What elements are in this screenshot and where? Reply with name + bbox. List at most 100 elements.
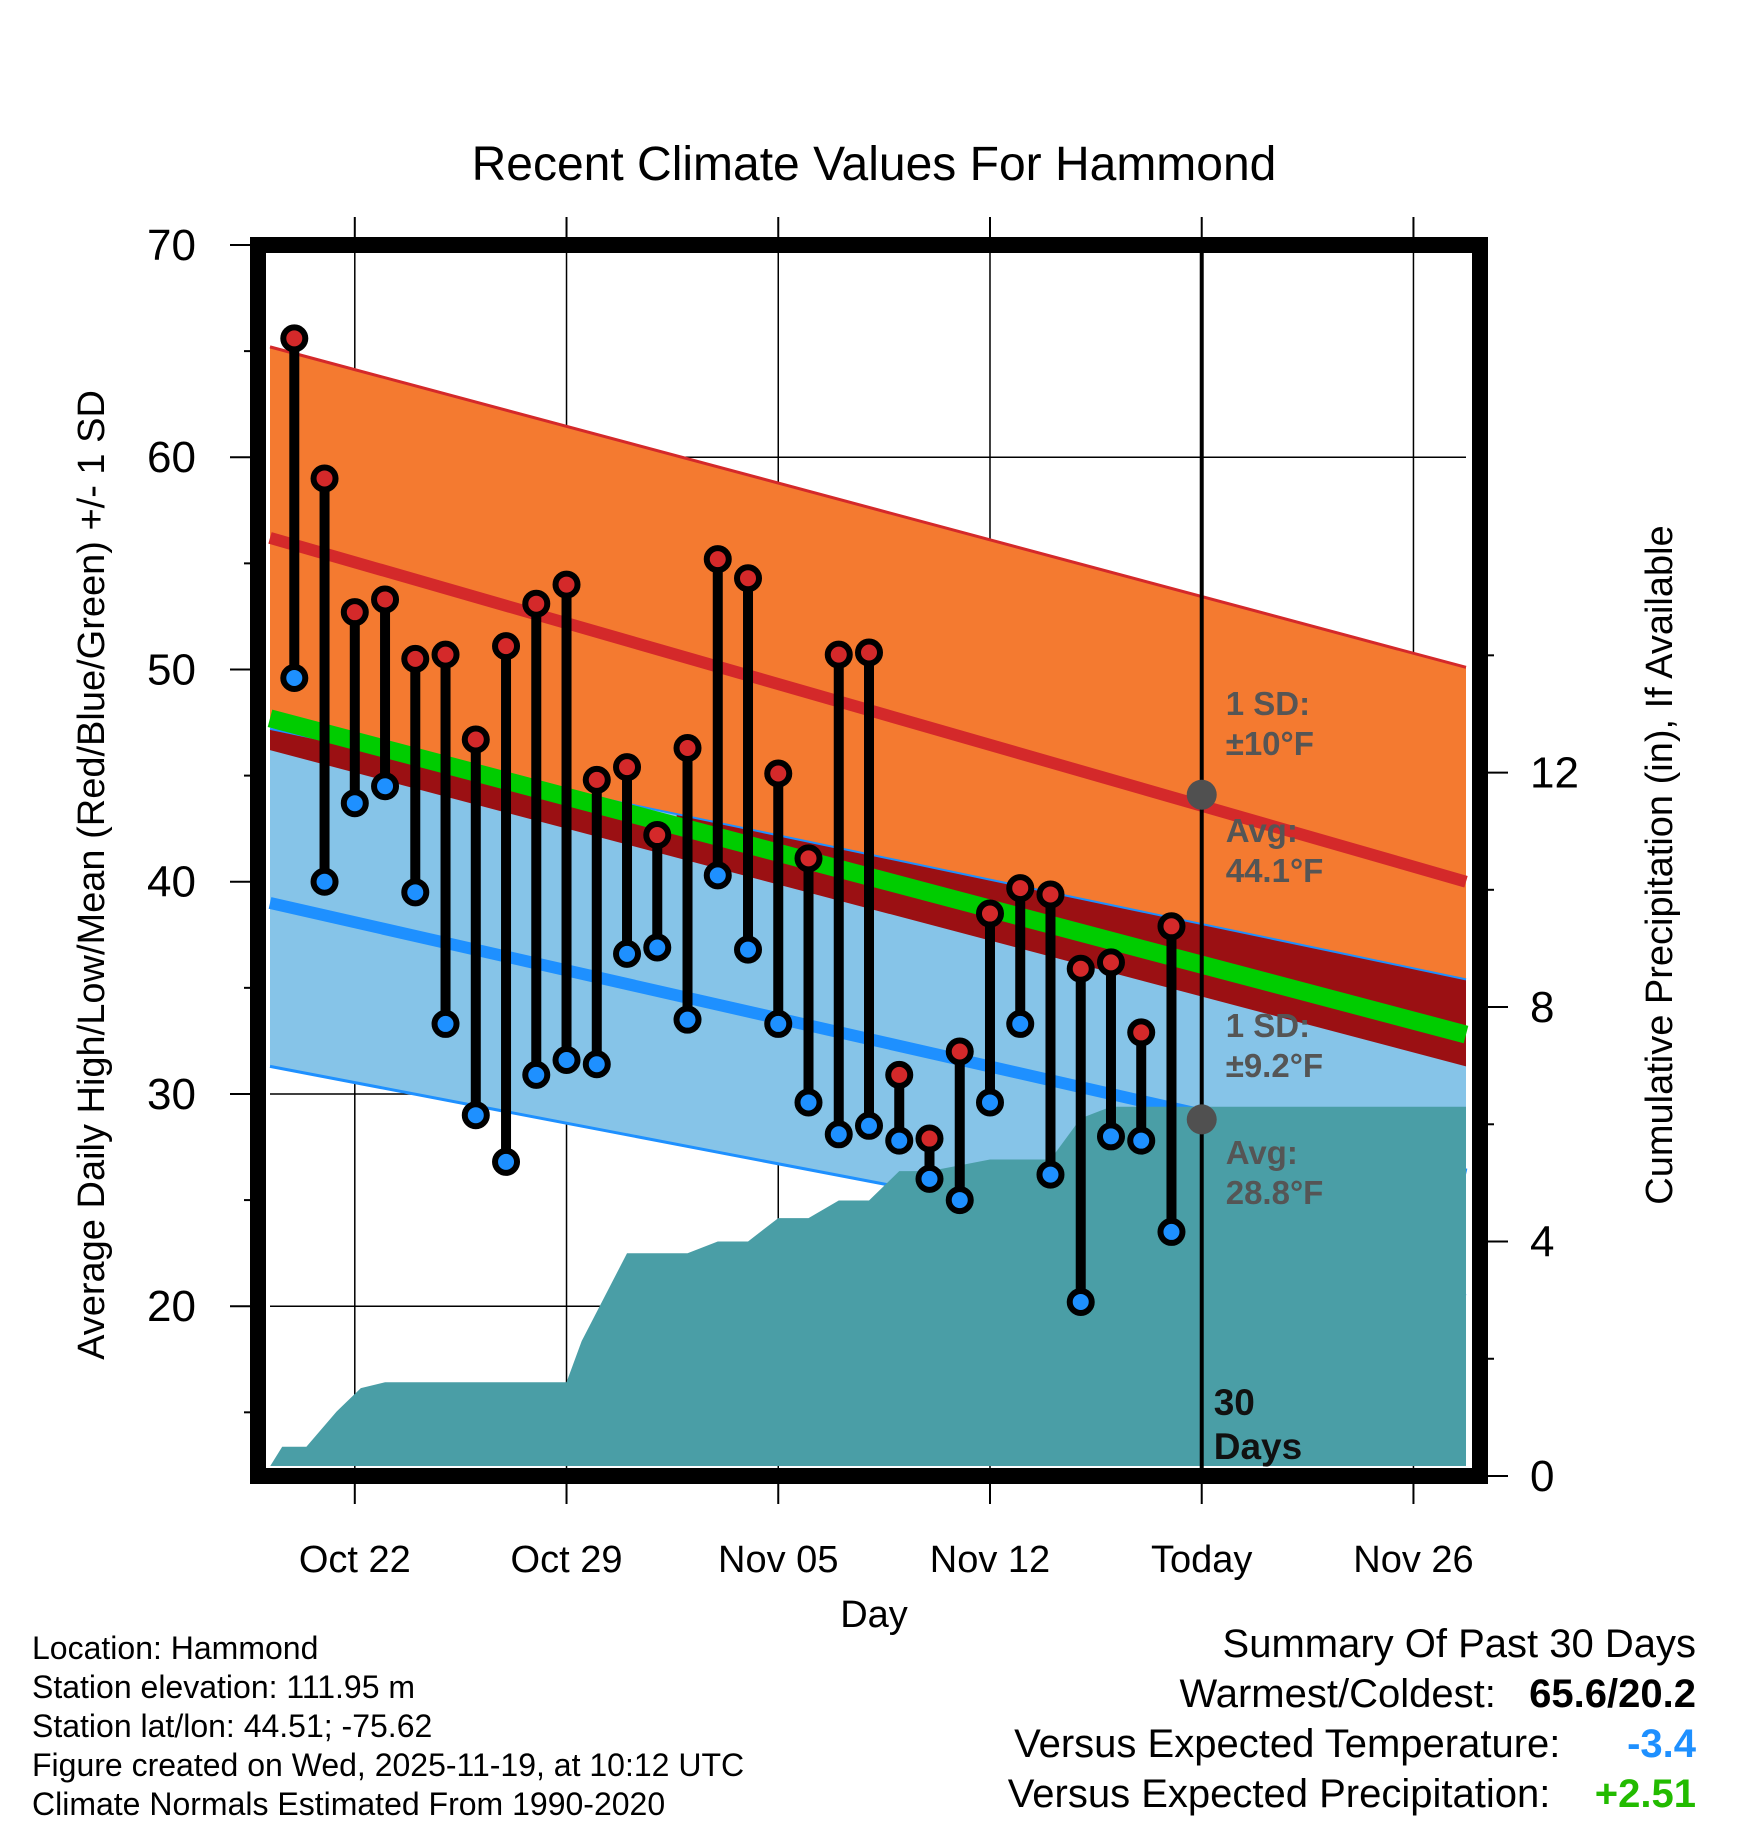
- high-avg-annotation: Avg: 44.1°F: [1226, 812, 1324, 889]
- y-tick-label: 70: [147, 221, 196, 270]
- low-avg-annotation: Avg: 28.8°F: [1226, 1134, 1324, 1211]
- low-point: [794, 1088, 823, 1117]
- summary-title-text: Summary Of Past 30 Days: [1222, 1622, 1696, 1666]
- low-point: [885, 1126, 914, 1155]
- low-point: [371, 772, 400, 801]
- warmest-label: Warmest/Coldest:: [1179, 1672, 1496, 1716]
- y-tick-label: 20: [147, 1282, 196, 1331]
- high-point: [915, 1124, 944, 1153]
- high-point: [734, 564, 763, 593]
- high-avg-annotation-line: Avg:: [1226, 812, 1298, 849]
- high-point: [522, 589, 551, 618]
- low-point: [1096, 1122, 1125, 1151]
- low-point: [492, 1147, 521, 1176]
- low-point: [734, 935, 763, 964]
- high-point: [1096, 948, 1125, 977]
- plot-frame: [250, 237, 1488, 1484]
- low-avg-annotation-line: 28.8°F: [1226, 1174, 1324, 1211]
- x-tick-label: Today: [1151, 1539, 1252, 1581]
- high-point: [340, 598, 369, 627]
- high-point: [1006, 874, 1035, 903]
- low-avg-today-marker: [1186, 1104, 1217, 1135]
- high-point: [703, 545, 732, 574]
- low-point: [401, 878, 430, 907]
- low-point: [975, 1088, 1004, 1117]
- high-point: [280, 324, 309, 353]
- y2-axis-label: Cumulative Precipitation (in), If Availa…: [1639, 525, 1681, 1204]
- x-axis-label: Day: [840, 1594, 908, 1636]
- x-tick-label: Oct 29: [511, 1539, 623, 1581]
- low-point: [280, 663, 309, 692]
- days-label-line: Days: [1214, 1426, 1302, 1467]
- high-point: [945, 1037, 974, 1066]
- high-point: [310, 464, 339, 493]
- low-point: [461, 1101, 490, 1130]
- high-avg-annotation-line: 44.1°F: [1226, 852, 1324, 889]
- high-avg-today-marker: [1186, 779, 1217, 810]
- low-point: [552, 1046, 581, 1075]
- summary-precip: Versus Expected Precipitation: +2.51: [1008, 1772, 1696, 1817]
- high-sd-annotation-line: 1 SD:: [1226, 685, 1310, 722]
- low-sd-annotation-line: 1 SD:: [1226, 1007, 1310, 1044]
- chart-title: Recent Climate Values For Hammond: [472, 138, 1277, 191]
- precip-label: Versus Expected Precipitation:: [1007, 1772, 1551, 1816]
- low-avg-annotation-line: Avg:: [1226, 1134, 1298, 1171]
- high-point: [1066, 954, 1095, 983]
- low-point: [340, 789, 369, 818]
- high-point: [885, 1060, 914, 1089]
- low-point: [824, 1120, 853, 1149]
- days-label: 30 Days: [1214, 1382, 1302, 1467]
- high-sd-annotation: 1 SD: ±10°F: [1226, 685, 1314, 762]
- days-label-line: 30: [1214, 1382, 1255, 1423]
- low-point: [1066, 1287, 1095, 1316]
- x-tick-label: Oct 22: [299, 1539, 411, 1581]
- y2-tick-label: 8: [1530, 983, 1554, 1032]
- footer-latlon: Station lat/lon: 44.51; -75.62: [32, 1708, 433, 1744]
- low-point: [522, 1060, 551, 1089]
- high-point: [1036, 880, 1065, 909]
- high-point: [492, 632, 521, 661]
- warmest-value: 65.6/20.2: [1529, 1672, 1696, 1716]
- high-point: [1127, 1018, 1156, 1047]
- summary-warmest: Warmest/Coldest: 65.6/20.2: [1179, 1672, 1696, 1717]
- low-point: [945, 1186, 974, 1215]
- y-tick-label: 40: [147, 858, 196, 907]
- summary-title: Summary Of Past 30 Days: [1223, 1622, 1696, 1667]
- low-point: [1157, 1217, 1186, 1246]
- high-point: [824, 640, 853, 669]
- low-point: [855, 1111, 883, 1140]
- low-point: [915, 1164, 944, 1193]
- high-point: [975, 899, 1004, 928]
- low-point: [582, 1050, 611, 1079]
- temp-label: Versus Expected Temperature:: [1014, 1722, 1561, 1766]
- summary-temp: Versus Expected Temperature: -3.4: [1014, 1722, 1696, 1767]
- high-point: [582, 765, 611, 794]
- low-point: [1006, 1009, 1035, 1038]
- high-point: [794, 844, 823, 873]
- precip-anomaly-value: +2.51: [1594, 1772, 1696, 1816]
- x-tick-label: Nov 26: [1353, 1539, 1473, 1581]
- low-point: [673, 1005, 702, 1034]
- high-point: [855, 638, 883, 667]
- x-tick-label: Nov 05: [718, 1539, 838, 1581]
- high-point: [431, 640, 460, 669]
- low-point: [643, 933, 672, 962]
- y-tick-label: 50: [147, 645, 196, 694]
- low-point: [431, 1009, 460, 1038]
- low-sd-annotation-line: ±9.2°F: [1226, 1047, 1323, 1084]
- y2-tick-label: 4: [1530, 1218, 1554, 1267]
- high-point: [1157, 912, 1186, 941]
- high-point: [401, 644, 430, 673]
- footer-location: Location: Hammond: [32, 1630, 319, 1666]
- y2-tick-label: 0: [1530, 1452, 1554, 1501]
- y2-tick-label: 12: [1530, 749, 1579, 798]
- high-point: [613, 753, 642, 782]
- high-point: [764, 759, 793, 788]
- footer-created: Figure created on Wed, 2025-11-19, at 10…: [32, 1747, 745, 1783]
- x-tick-label: Nov 12: [930, 1539, 1050, 1581]
- high-upper-line: [269, 345, 1467, 669]
- low-point: [1127, 1126, 1156, 1155]
- low-point: [310, 867, 339, 896]
- high-sd-annotation-line: ±10°F: [1226, 725, 1314, 762]
